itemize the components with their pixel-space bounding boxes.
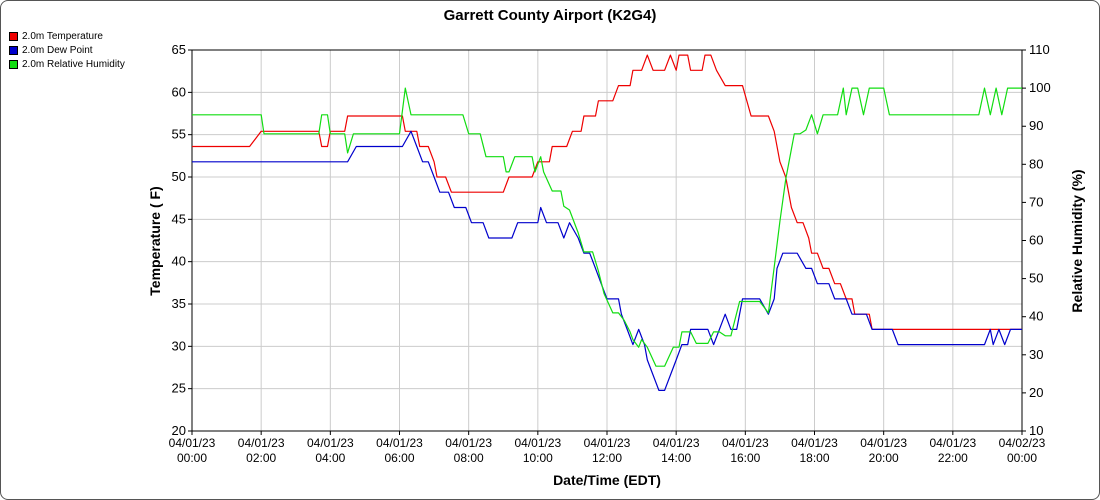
y-left-tick-label: 20 xyxy=(172,423,186,438)
y-right-tick-label: 90 xyxy=(1029,118,1043,133)
y-right-tick-label: 100 xyxy=(1029,80,1051,95)
legend-swatch xyxy=(9,59,18,69)
x-tick-time: 04:00 xyxy=(315,451,345,465)
y-left-tick-label: 40 xyxy=(172,254,186,269)
legend-item: 2.0m Temperature xyxy=(9,29,125,43)
legend-item: 2.0m Relative Humidity xyxy=(9,57,125,71)
x-axis-label: Date/Time (EDT) xyxy=(553,472,661,488)
x-tick-time: 10:00 xyxy=(523,451,553,465)
x-tick-time: 16:00 xyxy=(730,451,760,465)
y-left-tick-label: 60 xyxy=(172,84,186,99)
series-line-2 xyxy=(192,130,1022,391)
legend-label: 2.0m Dew Point xyxy=(22,44,93,56)
y-right-tick-label: 60 xyxy=(1029,233,1043,248)
plot-border xyxy=(191,49,1023,432)
y-right-tick-label: 80 xyxy=(1029,156,1043,171)
y-left-tick-label: 65 xyxy=(172,42,186,57)
legend-swatch xyxy=(9,45,18,55)
x-tick-date: 04/01/23 xyxy=(445,436,492,450)
y-left-tick-label: 25 xyxy=(172,381,186,396)
chart-title: Garrett County Airport (K2G4) xyxy=(444,7,657,24)
y-right-tick-label: 20 xyxy=(1029,385,1043,400)
x-tick-time: 18:00 xyxy=(799,451,829,465)
y-axis-left-label: Temperature ( F) xyxy=(147,186,163,295)
x-tick-time: 12:00 xyxy=(592,451,622,465)
y-left-tick-label: 55 xyxy=(172,127,186,142)
legend-label: 2.0m Relative Humidity xyxy=(22,58,125,70)
x-tick-date: 04/01/23 xyxy=(929,436,976,450)
legend-label: 2.0m Temperature xyxy=(22,30,103,42)
y-right-tick-label: 110 xyxy=(1029,42,1050,57)
legend-item: 2.0m Dew Point xyxy=(9,43,125,57)
series-line-3 xyxy=(192,87,1022,367)
x-tick-time: 20:00 xyxy=(869,451,899,465)
y-left-tick-label: 45 xyxy=(172,211,186,226)
x-tick-date: 04/01/23 xyxy=(376,436,423,450)
y-right-tick-label: 30 xyxy=(1029,347,1043,362)
x-tick-date: 04/01/23 xyxy=(238,436,285,450)
x-tick-time: 06:00 xyxy=(384,451,414,465)
legend: 2.0m Temperature 2.0m Dew Point 2.0m Relat… xyxy=(9,29,125,71)
y-right-tick-label: 10 xyxy=(1029,423,1043,438)
x-tick-date: 04/02/23 xyxy=(999,436,1046,450)
x-tick-date: 04/01/23 xyxy=(722,436,769,450)
legend-swatch xyxy=(9,31,18,41)
y-right-tick-label: 50 xyxy=(1029,271,1043,286)
y-left-tick-label: 35 xyxy=(172,296,186,311)
x-tick-date: 04/01/23 xyxy=(791,436,838,450)
x-tick-time: 02:00 xyxy=(246,451,276,465)
y-left-tick-label: 50 xyxy=(172,169,186,184)
series-line-1 xyxy=(192,54,1022,330)
x-tick-date: 04/01/23 xyxy=(584,436,631,450)
x-tick-time: 00:00 xyxy=(177,451,207,465)
x-tick-time: 14:00 xyxy=(661,451,691,465)
x-tick-date: 04/01/23 xyxy=(307,436,354,450)
x-tick-time: 22:00 xyxy=(938,451,968,465)
x-tick-time: 00:00 xyxy=(1007,451,1037,465)
x-tick-date: 04/01/23 xyxy=(169,436,216,450)
y-right-tick-label: 40 xyxy=(1029,309,1043,324)
y-right-tick-label: 70 xyxy=(1029,194,1043,209)
x-tick-time: 08:00 xyxy=(454,451,484,465)
y-left-tick-label: 30 xyxy=(172,338,186,353)
x-tick-date: 04/01/23 xyxy=(860,436,907,450)
y-axis-right-label: Relative Humidity (%) xyxy=(1069,169,1085,312)
x-tick-date: 04/01/23 xyxy=(653,436,700,450)
x-tick-date: 04/01/23 xyxy=(514,436,561,450)
